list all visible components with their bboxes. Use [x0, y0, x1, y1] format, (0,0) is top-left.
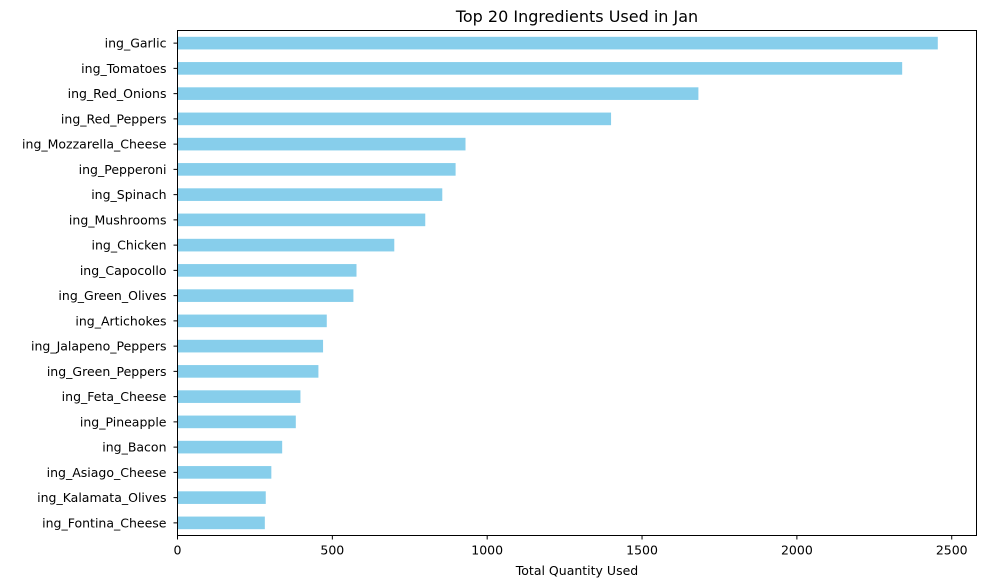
x-axis-ticks: 0 500 1000 1500 2000 2500 [174, 535, 968, 558]
y-tick-label: ing_Green_Olives [58, 288, 166, 303]
y-tick-label: ing_Mushrooms [69, 212, 167, 227]
y-axis-ticks: ing_Garlic ing_Tomatoes ing_Red_Onions ing_… [22, 36, 178, 530]
bar-ing_Mozzarella_Cheese [177, 137, 466, 151]
bar-ing_Red_Onions [177, 87, 699, 100]
y-tick-label: ing_Garlic [105, 36, 167, 51]
x-tick-label: 1500 [626, 543, 658, 558]
y-tick-label: ing_Fontina_Cheese [42, 515, 167, 530]
y-tick-label: ing_Kalamata_Olives [37, 490, 166, 505]
y-tick-label: ing_Green_Peppers [47, 364, 167, 379]
bar-ing_Asiago_Cheese [177, 466, 272, 479]
plot-frame [177, 30, 977, 536]
bar-ing_Jalapeno_Peppers [177, 339, 324, 353]
bar-ing_Fontina_Cheese [177, 516, 265, 530]
bar-ing_Garlic [177, 36, 938, 50]
y-tick-label: ing_Asiago_Cheese [47, 465, 167, 480]
y-tick-label: ing_Bacon [102, 440, 166, 455]
bar-ing_Artichokes [177, 314, 327, 328]
y-tick-label: ing_Artichokes [75, 313, 166, 328]
y-tick-label: ing_Pepperoni [79, 162, 167, 177]
y-tick-label: ing_Capocollo [80, 263, 167, 278]
x-tick-label: 2500 [936, 543, 968, 558]
bar-ing_Chicken [177, 238, 395, 252]
bar-ing_Red_Peppers [177, 112, 612, 126]
x-tick-label: 0 [174, 543, 182, 558]
y-tick-label: ing_Chicken [92, 238, 167, 253]
y-tick-label: ing_Tomatoes [81, 61, 166, 76]
chart-title: Top 20 Ingredients Used in Jan [455, 7, 698, 26]
bar-ing_Bacon [177, 440, 283, 454]
bar-ing_Pineapple [177, 415, 296, 429]
bars-layer [177, 36, 938, 530]
y-tick-label: ing_Red_Peppers [61, 111, 167, 126]
bar-ing_Green_Peppers [177, 365, 319, 378]
bar-ing_Capocollo [177, 264, 357, 277]
bar-ing_Spinach [177, 188, 443, 201]
y-tick-label: ing_Jalapeno_Peppers [31, 339, 167, 354]
y-tick-label: ing_Mozzarella_Cheese [22, 137, 167, 152]
x-axis-label: Total Quantity Used [515, 563, 638, 578]
x-tick-label: 2000 [781, 543, 813, 558]
bar-ing_Kalamata_Olives [177, 491, 266, 504]
y-tick-label: ing_Feta_Cheese [62, 389, 167, 404]
bar-ing_Mushrooms [177, 213, 426, 227]
y-tick-label: ing_Spinach [91, 187, 166, 202]
bar-ing_Feta_Cheese [177, 390, 301, 403]
x-tick-label: 1000 [471, 543, 503, 558]
bar-ing_Pepperoni [177, 163, 456, 176]
x-tick-label: 500 [320, 543, 344, 558]
bar-ing_Tomatoes [177, 62, 903, 75]
y-tick-label: ing_Pineapple [80, 414, 167, 429]
bar-ing_Green_Olives [177, 289, 354, 302]
y-tick-label: ing_Red_Onions [68, 86, 167, 101]
